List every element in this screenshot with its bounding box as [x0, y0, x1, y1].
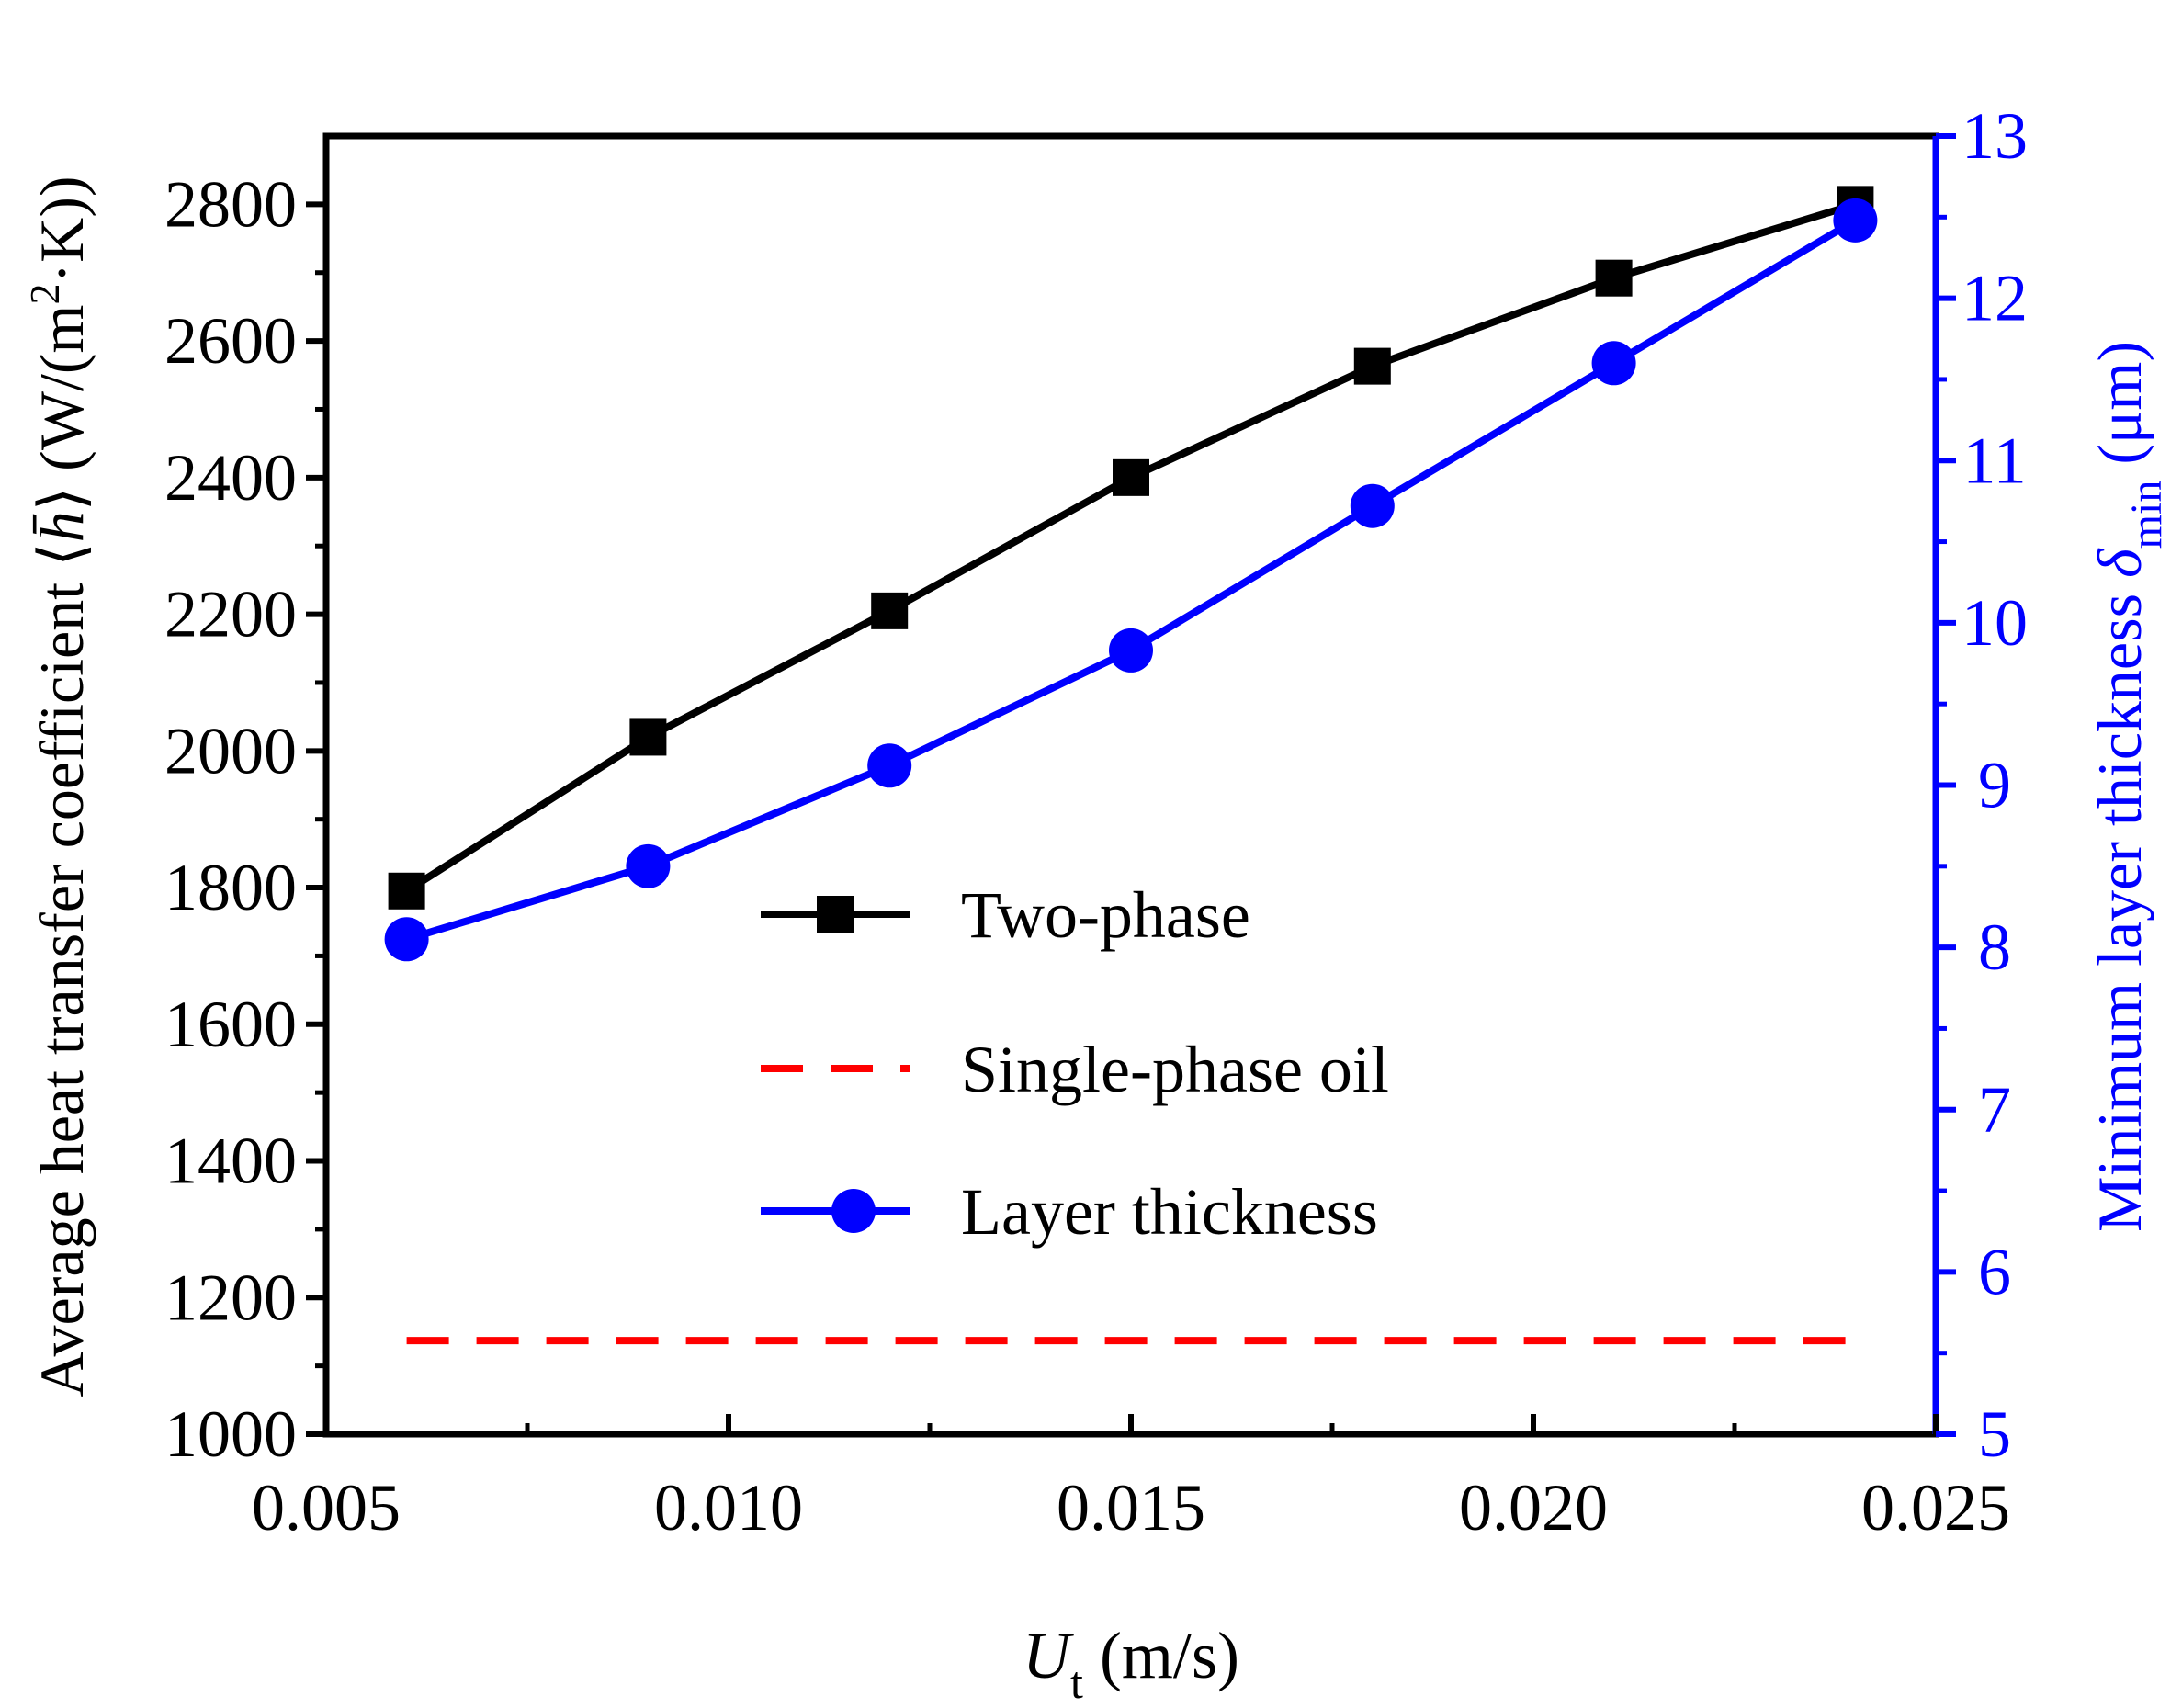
y-left-tick-label: 2800: [164, 167, 297, 241]
y-left-label-unit-a: ⟩ (W/(m: [27, 305, 96, 512]
y-left-tick-label: 2600: [164, 304, 297, 378]
data-point-layer-thickness: [384, 917, 429, 962]
y-right-label-symbol: δ: [2085, 548, 2154, 578]
x-tick-label: 0.020: [1459, 1471, 1608, 1544]
series-layer: [384, 186, 1878, 1345]
data-point-layer-thickness: [867, 743, 912, 788]
data-point-two-phase: [629, 718, 667, 756]
y-right-tick-label: 5: [1978, 1397, 2011, 1471]
y-left-tick-label: 1400: [164, 1125, 297, 1198]
legend-label-single-phase-oil: Single-phase oil: [961, 1033, 1389, 1106]
y-left-axis-label: Average heat transfer coefficient ⟨h̄⟩ (…: [21, 176, 96, 1397]
data-point-two-phase: [1113, 458, 1149, 496]
legend-marker-two-phase: [817, 896, 854, 933]
x-axis-label-unit: (m/s): [1083, 1619, 1239, 1692]
y-right-axis: 5 6 7 8 9 10 11 12 13: [1936, 99, 2028, 1471]
y-left-tick-label: 2200: [164, 578, 297, 651]
y-right-tick-label: 7: [1978, 1073, 2011, 1147]
y-right-tick-label: 11: [1962, 424, 2026, 497]
y-left-axis: 1000 1200 1400 1600 1800 2000 2200 2400 2600 2800: [164, 167, 326, 1471]
x-axis-label-subscript: t: [1070, 1657, 1083, 1708]
y-left-label-unit-b: ·K)): [27, 176, 96, 284]
y-right-tick-label: 9: [1978, 749, 2011, 822]
legend-label-two-phase: Two-phase: [961, 878, 1250, 952]
data-point-two-phase: [388, 872, 425, 910]
y-right-tick-label: 13: [1962, 99, 2028, 173]
y-right-axis-label: Minimum layer thickness δmin (μm): [2085, 341, 2171, 1232]
y-left-tick-label: 1000: [164, 1397, 297, 1471]
data-point-layer-thickness: [1591, 341, 1636, 386]
y-left-label-main: Average heat transfer coefficient ⟨: [27, 542, 96, 1397]
y-right-tick-label: 8: [1978, 911, 2011, 984]
y-right-tick-label: 10: [1962, 586, 2028, 660]
legend-label-layer-thickness: Layer thickness: [961, 1175, 1378, 1249]
y-right-label-main: Minimum layer thickness: [2085, 578, 2154, 1232]
y-right-tick-label: 12: [1962, 262, 2028, 335]
y-right-label-sub: min: [2122, 481, 2171, 549]
x-axis: 0.005 0.010 0.015 0.020 0.025: [252, 1414, 2010, 1544]
data-point-two-phase: [871, 592, 909, 629]
y-left-tick-label: 2000: [164, 714, 297, 787]
x-tick-label: 0.005: [252, 1471, 401, 1544]
y-left-tick-label: 1200: [164, 1261, 297, 1334]
x-axis-label-symbol: U: [1023, 1619, 1074, 1692]
data-point-layer-thickness: [626, 843, 671, 888]
data-point-two-phase: [1353, 347, 1391, 385]
y-left-tick-label: 1600: [164, 988, 297, 1061]
legend: Two-phase Single-phase oil Layer thickne…: [761, 878, 1389, 1249]
data-point-two-phase: [1595, 259, 1633, 297]
legend-marker-layer-thickness: [831, 1189, 876, 1233]
x-tick-label: 0.015: [1057, 1471, 1205, 1544]
data-point-layer-thickness: [1833, 198, 1878, 243]
x-tick-label: 0.010: [654, 1471, 803, 1544]
y-left-label-symbol: h̄: [27, 511, 96, 542]
data-point-layer-thickness: [1350, 483, 1395, 528]
y-left-tick-label: 2400: [164, 441, 297, 515]
data-point-layer-thickness: [1109, 628, 1153, 673]
y-left-label-sup: 2: [21, 284, 68, 305]
y-right-tick-label: 6: [1978, 1235, 2011, 1308]
x-axis-label: Ut (m/s): [1023, 1619, 1239, 1708]
y-left-tick-label: 1800: [164, 851, 297, 924]
y-right-label-unit: (μm): [2085, 341, 2154, 481]
x-tick-label: 0.025: [1861, 1471, 2010, 1544]
